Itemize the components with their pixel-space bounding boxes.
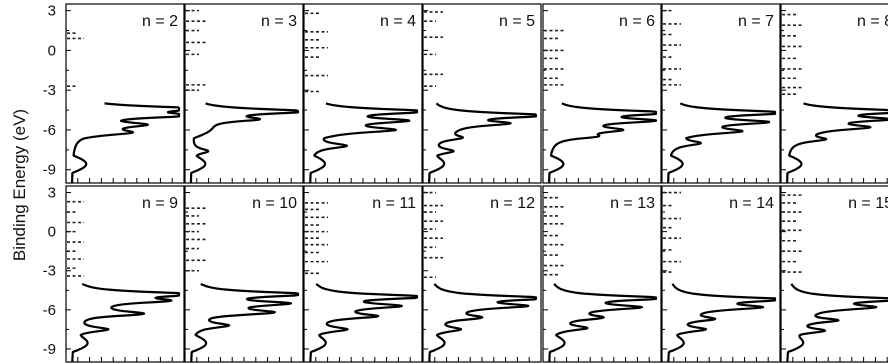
- panel-10: n = 11: [303, 185, 423, 363]
- occupied-dos-curve: [428, 283, 538, 363]
- panel-frame: [65, 3, 185, 184]
- panel-3: n = 4: [303, 3, 423, 184]
- panel-label: n = 12: [490, 195, 535, 212]
- panel-frame: [780, 3, 888, 184]
- y-tick-label: -3: [43, 82, 56, 99]
- occupied-dos-curve: [71, 282, 181, 363]
- panel-2: n = 3: [184, 3, 304, 184]
- y-tick-label: -3: [43, 263, 56, 280]
- y-tick-label: -6: [43, 302, 56, 319]
- panel-frame: [184, 185, 304, 363]
- y-tick-label: 3: [48, 185, 56, 202]
- occupied-dos-curve: [548, 283, 658, 363]
- occupied-dos-curve: [189, 102, 300, 184]
- panel-label: n = 5: [499, 13, 535, 30]
- panel-frame: [661, 3, 781, 184]
- panel-6: n = 7: [661, 3, 781, 184]
- panel-4: n = 5: [422, 3, 542, 184]
- panel-frame: [422, 185, 542, 363]
- panel-14: n = 15: [780, 185, 888, 363]
- panel-label: n = 3: [261, 13, 297, 30]
- panel-frame: [661, 185, 781, 363]
- occupied-dos-curve: [428, 102, 538, 184]
- panels-layer: n = 2 n = 3 n = 4 n = 5 n = 6 n = 7 n = 8 n = 9…: [65, 3, 888, 363]
- occupied-dos-curve: [548, 102, 658, 184]
- panel-label: n = 9: [142, 195, 178, 212]
- occupied-dos-curve: [309, 102, 419, 184]
- panel-frame: [542, 185, 662, 363]
- panel-label: n = 6: [619, 13, 655, 30]
- panel-frame: [303, 185, 423, 363]
- panel-1: n = 2: [65, 3, 185, 184]
- panel-label: n = 8: [857, 13, 888, 30]
- y-tick-labels: 3 0 -3 -6 -9 3 0 -3 -6 -9: [43, 3, 56, 358]
- panel-label: n = 7: [738, 13, 774, 30]
- occupied-dos-curve: [667, 283, 777, 363]
- panel-frame: [303, 3, 423, 184]
- occupied-dos-curve: [190, 282, 300, 363]
- occupied-dos-curve: [667, 102, 777, 184]
- panel-frame: [780, 185, 888, 363]
- occupied-dos-curve: [309, 283, 419, 363]
- panel-11: n = 12: [422, 185, 542, 363]
- y-tick-label: -6: [43, 122, 56, 139]
- panel-8: n = 9: [65, 185, 185, 363]
- y-tick-label: -9: [43, 341, 56, 358]
- panel-label: n = 11: [372, 195, 416, 212]
- y-axis-title: Binding Energy (eV): [10, 109, 29, 261]
- y-tick-label: 3: [48, 3, 56, 20]
- panel-frame: [422, 3, 542, 184]
- panel-label: n = 2: [142, 13, 178, 30]
- panel-7: n = 8: [780, 3, 888, 184]
- panel-frame: [184, 3, 304, 184]
- panel-5: n = 6: [542, 3, 662, 184]
- occupied-dos-curve: [786, 102, 888, 184]
- panel-label: n = 10: [252, 195, 297, 212]
- y-tick-label: 0: [48, 224, 56, 241]
- occupied-dos-curve: [786, 283, 888, 363]
- occupied-dos-curve: [71, 102, 181, 184]
- panel-13: n = 14: [661, 185, 781, 363]
- y-tick-label: -9: [43, 162, 56, 179]
- panel-12: n = 13: [542, 185, 662, 363]
- panel-9: n = 10: [184, 185, 304, 363]
- panel-label: n = 13: [610, 195, 655, 212]
- panel-label: n = 4: [380, 13, 416, 30]
- panel-label: n = 15: [848, 195, 888, 212]
- panel-label: n = 14: [729, 195, 774, 212]
- y-tick-label: 0: [48, 42, 56, 59]
- panel-frame: [65, 185, 185, 363]
